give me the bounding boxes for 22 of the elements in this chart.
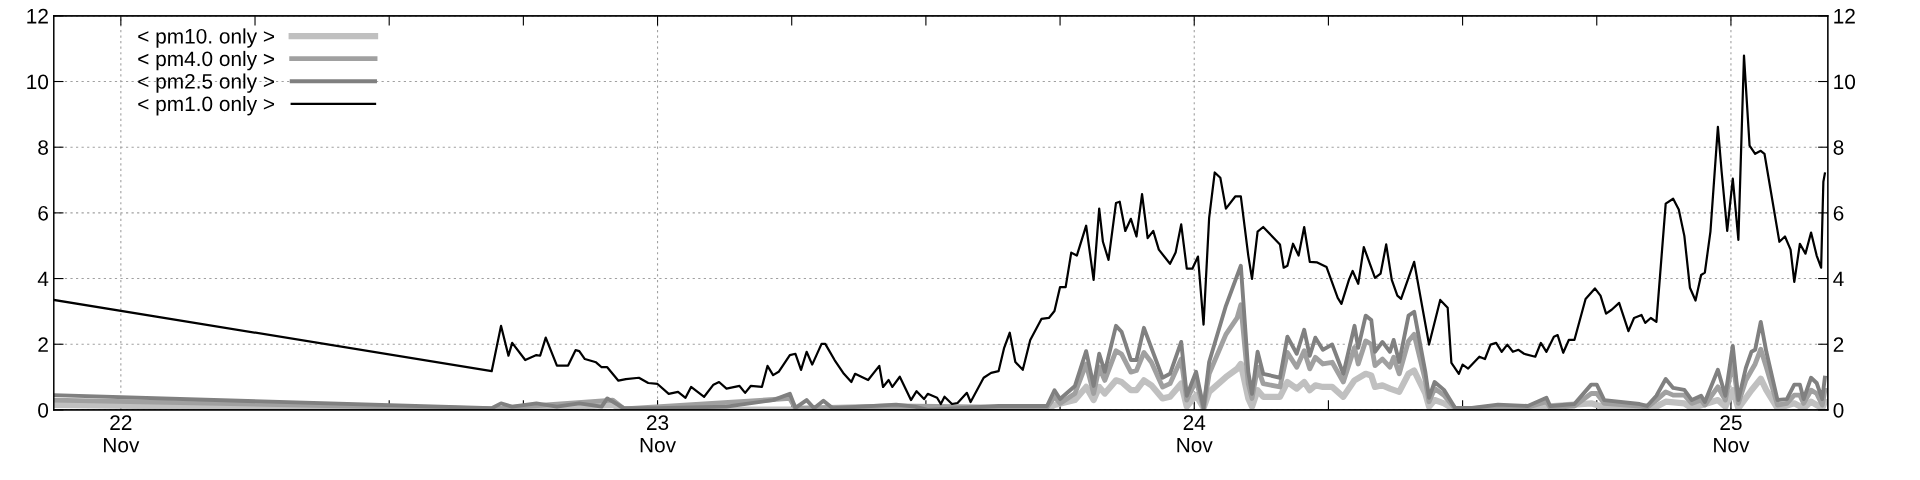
- legend-label: < pm10. only >: [138, 28, 275, 48]
- x-tick-label: 23 Nov: [640, 415, 676, 453]
- y2-tick-label: 12: [1834, 8, 1855, 24]
- legend-label: < pm1.0 only >: [138, 95, 275, 116]
- y-tick-label: 2: [38, 337, 48, 352]
- y2-tick-label: 4: [1833, 271, 1844, 287]
- y-tick-label: 4: [37, 271, 49, 287]
- y2-tick-label: 6: [1833, 205, 1844, 221]
- y-tick-label: 6: [38, 205, 48, 221]
- x-tick-label: 24 Nov: [1177, 415, 1213, 453]
- legend-label: < pm4.0 only >: [138, 50, 275, 71]
- y-tick-label: 0: [38, 402, 49, 418]
- x-tick-label: 22 Nov: [104, 415, 140, 453]
- x-tick-label: 25 Nov: [1714, 415, 1750, 453]
- legend-label: < pm2.5 only >: [138, 73, 275, 93]
- y-tick-label: 10: [27, 74, 49, 90]
- y-tick-label: 12: [27, 8, 48, 24]
- y2-tick-label: 8: [1833, 140, 1844, 155]
- y2-tick-label: 2: [1833, 337, 1844, 352]
- y2-tick-label: 10: [1834, 74, 1856, 90]
- y2-tick-label: 0: [1833, 402, 1844, 418]
- y-tick-label: 8: [38, 140, 48, 155]
